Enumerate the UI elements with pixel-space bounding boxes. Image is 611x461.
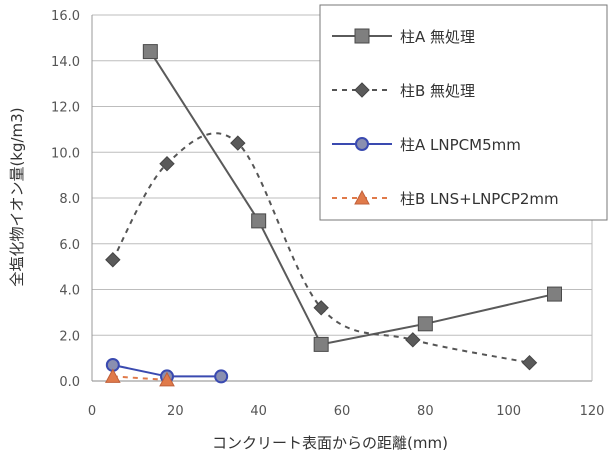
data-point-square	[547, 286, 562, 302]
legend-label: 柱B LNS+LNPCP2mm	[400, 190, 559, 208]
legend-marker-triangle	[354, 189, 370, 205]
series-layer	[104, 44, 562, 387]
legend-label: 柱A LNPCM5mm	[400, 136, 521, 154]
series-2	[105, 132, 538, 371]
data-point-square	[251, 213, 267, 229]
y-tick-labels: 0.0 2.0 4.0 6.0 8.0 10.0 12.0 14.0 16.0	[51, 9, 80, 390]
y-tick-label: 16.0	[51, 9, 80, 24]
legend-label: 柱B 無処理	[400, 82, 475, 100]
x-tick-label: 80	[417, 404, 434, 419]
y-tick-label: 14.0	[51, 55, 80, 70]
data-point-diamond	[405, 332, 421, 348]
y-tick-label: 2.0	[59, 329, 80, 344]
data-point-triangle	[104, 368, 121, 383]
legend-item: 柱B LNS+LNPCP2mm	[332, 189, 559, 208]
y-tick-label: 0.0	[59, 375, 80, 390]
x-tick-labels: 0 20 40 60 80 100 120	[88, 404, 605, 419]
legend-label: 柱A 無処理	[400, 28, 475, 46]
legend-marker-diamond	[354, 82, 370, 98]
x-tick-label: 60	[334, 404, 351, 419]
data-point-square	[313, 336, 329, 352]
x-tick-label: 120	[580, 404, 605, 419]
legend-item: 柱B 無処理	[332, 82, 475, 100]
data-point-triangle	[159, 371, 175, 387]
y-tick-label: 8.0	[59, 192, 80, 207]
legend-item: 柱A LNPCM5mm	[332, 136, 521, 154]
legend-marker-circle	[355, 137, 369, 151]
y-axis-label: 全塩化物イオン量(kg/m3)	[8, 107, 26, 286]
y-tick-label: 10.0	[51, 146, 80, 161]
series-line	[111, 132, 530, 364]
data-point-circle	[214, 369, 229, 384]
legend-marker-square	[354, 28, 370, 44]
y-tick-label: 12.0	[51, 101, 80, 116]
data-point-square	[417, 316, 433, 332]
data-point-diamond	[105, 252, 121, 268]
legend-item: 柱A 無処理	[332, 28, 475, 46]
data-point-square	[142, 44, 158, 60]
x-axis-label: コンクリート表面からの距離(mm)	[212, 434, 448, 452]
data-point-diamond	[313, 300, 329, 316]
y-tick-label: 4.0	[59, 284, 80, 299]
x-tick-label: 20	[167, 404, 184, 419]
series-1	[142, 44, 562, 352]
x-tick-label: 40	[250, 404, 267, 419]
data-point-diamond	[159, 155, 175, 172]
series-4	[104, 368, 175, 387]
y-tick-label: 6.0	[59, 238, 80, 253]
x-tick-label: 100	[496, 404, 521, 419]
data-point-diamond	[230, 135, 246, 151]
x-tick-label: 0	[88, 404, 96, 419]
data-point-diamond	[521, 354, 538, 371]
